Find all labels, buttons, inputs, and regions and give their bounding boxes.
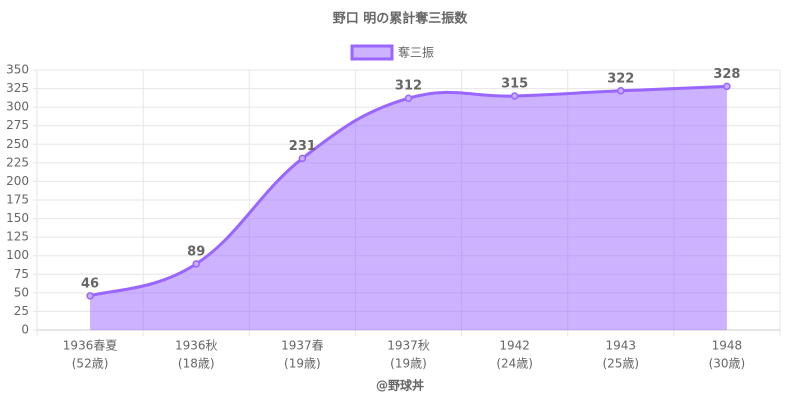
y-tick-label: 250 xyxy=(6,137,29,151)
data-label: 322 xyxy=(607,71,634,86)
y-tick-label: 25 xyxy=(14,304,29,318)
legend-label: 奪三振 xyxy=(398,45,434,60)
point xyxy=(86,292,94,300)
y-tick-label: 100 xyxy=(6,248,29,262)
point xyxy=(404,94,413,102)
chart-title: 野口 明の累計奪三振数 xyxy=(333,11,469,27)
y-tick-label: 225 xyxy=(6,155,29,169)
x-tick-label: 1937秋 xyxy=(387,339,430,353)
x-tick-label: (52歳) xyxy=(72,357,109,371)
y-tick-label: 150 xyxy=(6,211,29,225)
y-tick-label: 275 xyxy=(6,118,29,132)
point xyxy=(192,260,200,268)
y-tick-label: 350 xyxy=(6,63,29,77)
x-tick-label: (25歳) xyxy=(602,357,639,371)
point xyxy=(298,154,307,163)
data-label: 46 xyxy=(81,276,99,291)
data-label: 89 xyxy=(187,244,205,259)
y-tick-label: 175 xyxy=(6,193,29,207)
x-tick-label: (30歳) xyxy=(709,357,746,371)
point xyxy=(510,92,519,100)
y-tick-label: 75 xyxy=(14,267,29,281)
data-label: 315 xyxy=(501,77,528,92)
y-tick-label: 325 xyxy=(6,81,29,95)
point xyxy=(617,87,625,95)
data-label: 312 xyxy=(395,79,422,94)
x-tick-label: 1942 xyxy=(499,339,530,353)
area xyxy=(90,86,727,330)
x-tick-label: (18歳) xyxy=(178,357,215,371)
data-label: 231 xyxy=(289,139,316,154)
x-axis-title: @野球丼 xyxy=(376,378,424,393)
y-tick-label: 50 xyxy=(14,285,29,299)
x-tick-label: 1948 xyxy=(712,339,743,353)
x-tick-label: 1936秋 xyxy=(175,339,218,353)
y-tick-label: 0 xyxy=(21,323,29,337)
y-tick-label: 200 xyxy=(6,174,29,188)
point xyxy=(723,82,731,91)
x-tick-label: (24歳) xyxy=(496,357,533,371)
x-tick-label: 1937春 xyxy=(281,339,324,353)
legend-swatch xyxy=(350,44,394,61)
x-tick-label: (19歳) xyxy=(284,357,321,371)
y-tick-label: 125 xyxy=(6,230,29,244)
y-tick-label: 300 xyxy=(6,100,29,114)
data-label: 328 xyxy=(713,67,740,82)
x-tick-label: (19歳) xyxy=(390,357,427,371)
x-tick-label: 1936春夏 xyxy=(63,339,118,353)
x-tick-label: 1943 xyxy=(606,339,637,353)
